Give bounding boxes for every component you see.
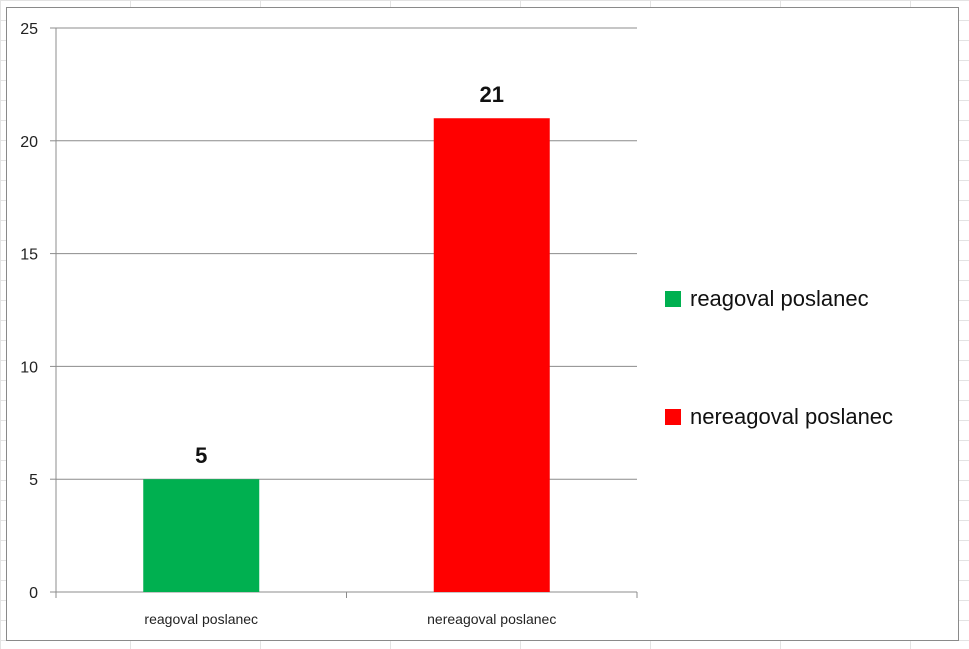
legend-swatch-red [665, 409, 681, 425]
y-tick-label: 20 [20, 134, 38, 151]
legend-label: nereagoval poslanec [690, 404, 894, 429]
x-tick-label: nereagoval poslanec [427, 611, 556, 627]
legend-label: reagoval poslanec [690, 286, 869, 311]
y-tick-label: 5 [29, 472, 38, 489]
legend-swatch-green [665, 291, 681, 307]
x-tick-label: reagoval poslanec [144, 611, 258, 627]
y-tick-label: 15 [20, 247, 38, 264]
legend: reagoval poslanec nereagoval poslanec [665, 283, 893, 519]
bar [433, 118, 550, 593]
legend-item-nereagoval: nereagoval poslanec [665, 401, 893, 433]
y-tick-label: 0 [29, 585, 38, 602]
y-tick-label: 10 [20, 359, 38, 376]
legend-item-reagoval: reagoval poslanec [665, 283, 893, 315]
data-label: 21 [480, 82, 504, 107]
bar [143, 479, 260, 592]
y-tick-label: 25 [20, 21, 38, 38]
data-label: 5 [195, 443, 207, 468]
